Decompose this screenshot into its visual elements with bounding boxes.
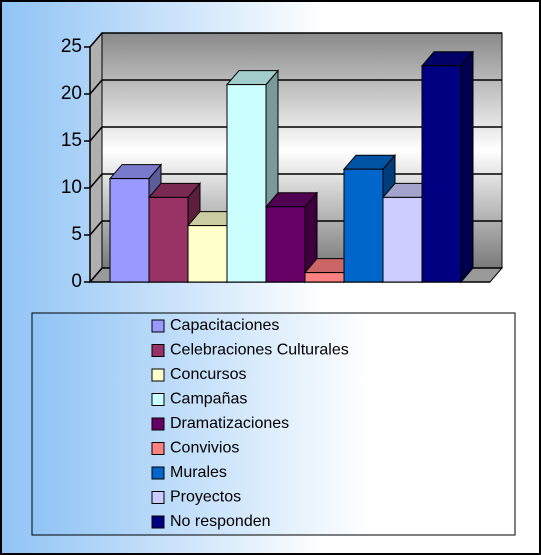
bar-side — [460, 50, 474, 284]
bar — [343, 168, 384, 283]
legend-swatch — [151, 442, 165, 455]
y-tick-label: 5 — [71, 224, 82, 245]
bar — [187, 225, 228, 283]
legend-swatch — [151, 417, 165, 431]
legend-swatch — [151, 515, 165, 529]
legend-label: Celebraciones Culturales — [170, 342, 349, 359]
bar — [304, 272, 345, 283]
y-tick-label: 25 — [61, 36, 82, 57]
grid-line — [89, 126, 502, 142]
legend-label: Murales — [170, 464, 227, 481]
side-wall — [89, 31, 103, 284]
grid-line — [89, 79, 502, 95]
legend-swatch — [151, 466, 165, 480]
legend-label: Concursos — [170, 366, 246, 383]
legend-box — [31, 312, 516, 536]
bar — [109, 178, 150, 283]
legend-swatch — [151, 368, 165, 382]
legend-label: Convivios — [170, 440, 239, 457]
legend-label: No responden — [170, 513, 271, 530]
bar — [265, 206, 306, 283]
legend-label: Capacitaciones — [170, 317, 279, 334]
legend-label: Dramatizaciones — [170, 415, 289, 432]
legend-label: Campañas — [170, 391, 247, 408]
bar — [421, 65, 462, 283]
legend-label: Proyectos — [170, 489, 241, 506]
y-tick-label: 15 — [61, 130, 82, 151]
legend-swatch — [151, 319, 165, 333]
bar — [148, 196, 189, 283]
bar — [226, 84, 267, 283]
legend-swatch — [151, 491, 165, 504]
bar — [382, 196, 423, 283]
grid-line — [89, 32, 502, 48]
y-tick-label: 20 — [61, 83, 82, 104]
legend-swatch — [151, 393, 165, 406]
y-tick-label: 0 — [71, 271, 82, 292]
legend-swatch — [151, 344, 165, 357]
y-tick-label: 10 — [61, 177, 82, 198]
